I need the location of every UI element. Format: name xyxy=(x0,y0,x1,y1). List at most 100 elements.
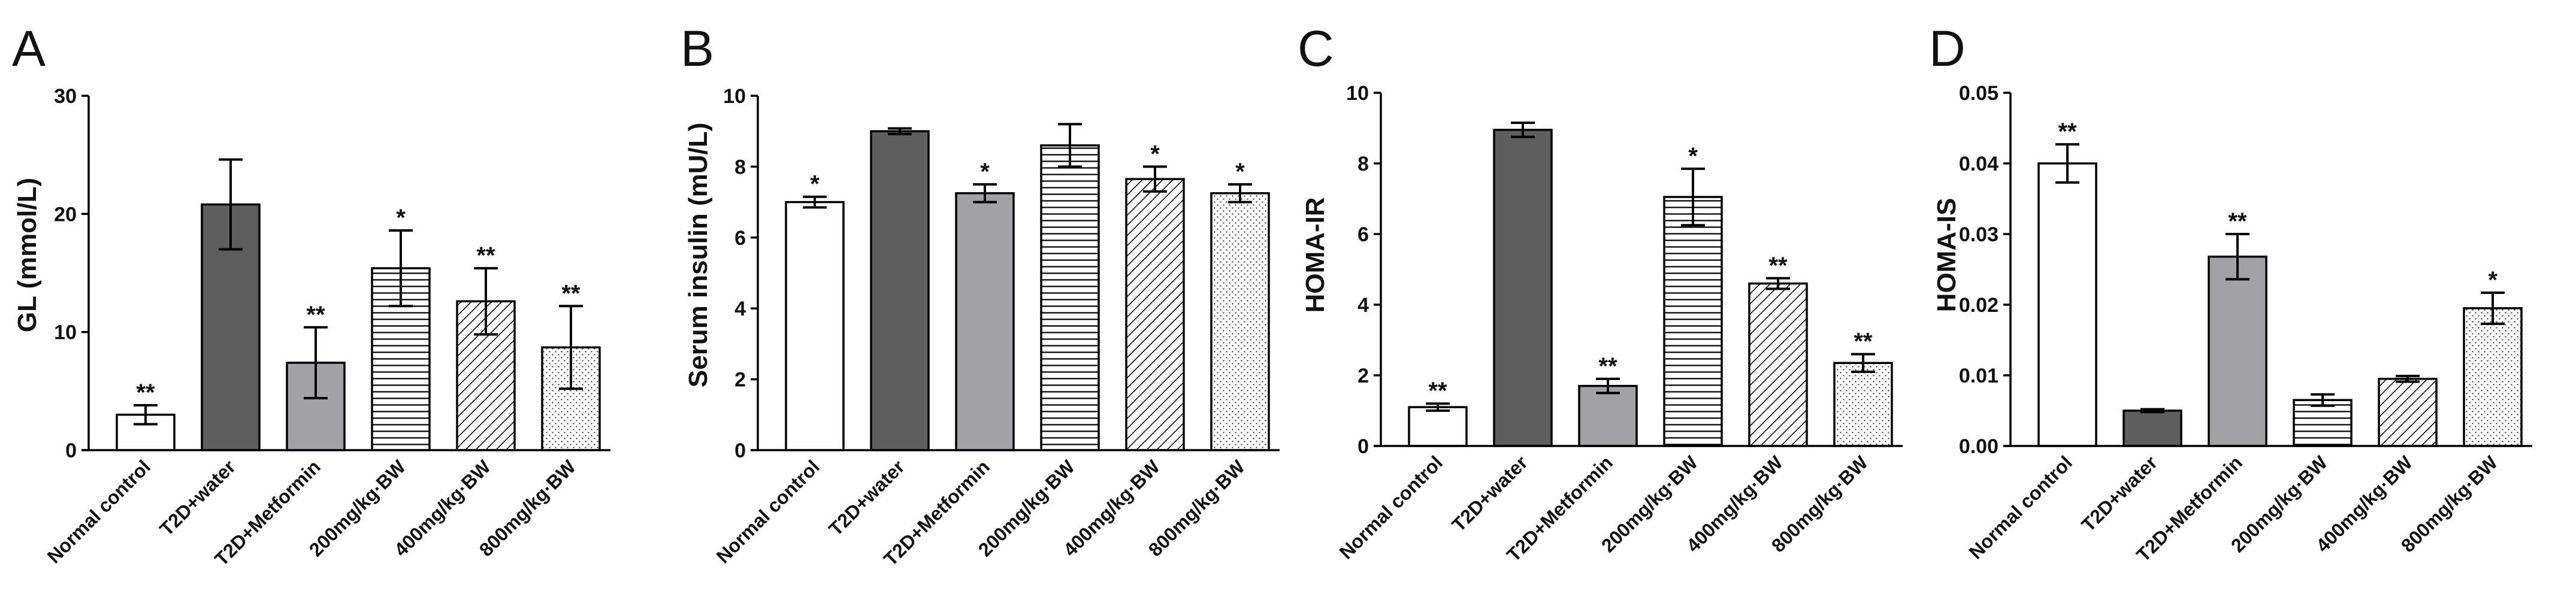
error-bar-d-1 xyxy=(2140,408,2164,414)
y-tick-label-a-2: 20 xyxy=(54,203,77,226)
significance-a-2: ** xyxy=(306,302,325,328)
error-bar-a-0 xyxy=(134,404,158,426)
y-tick-label-d-4: 0.04 xyxy=(1959,153,1998,175)
significance-d-2: ** xyxy=(2228,208,2247,235)
y-tick-label-b-0: 0 xyxy=(734,439,746,462)
y-tick-label-b-1: 2 xyxy=(734,369,746,391)
error-bar-a-5 xyxy=(559,305,583,390)
error-bar-a-4 xyxy=(474,267,498,336)
y-tick-label-a-1: 10 xyxy=(54,321,77,344)
error-bar-b-0 xyxy=(803,195,827,209)
panel-letter-c: C xyxy=(1298,20,1334,77)
y-tick-label-c-1: 2 xyxy=(1357,365,1369,387)
category-label-b-0: Normal control xyxy=(712,456,824,567)
category-label-c-1: T2D+water xyxy=(1447,451,1532,536)
error-bar-b-4 xyxy=(1143,165,1167,193)
error-bar-b-5 xyxy=(1228,183,1252,204)
y-tick-label-d-1: 0.01 xyxy=(1959,365,1998,387)
bar-b-1 xyxy=(870,130,930,451)
panel-letter-d: D xyxy=(1929,20,1966,77)
y-tick-label-a-0: 0 xyxy=(65,439,77,462)
y-axis-label-b: Serum insulin (mU/L) xyxy=(684,123,713,387)
category-label-d-1: T2D+water xyxy=(2077,451,2161,536)
error-bar-b-3 xyxy=(1058,123,1082,168)
y-tick-label-a-3: 30 xyxy=(54,85,77,108)
error-bar-d-4 xyxy=(2396,375,2420,383)
significance-b-5: * xyxy=(1235,159,1245,185)
y-tick-label-d-2: 0.02 xyxy=(1959,294,1998,317)
bar-c-1 xyxy=(1493,129,1553,447)
bar-b-0 xyxy=(785,201,845,451)
y-axis-label-d: HOMA-IS xyxy=(1932,198,1961,312)
y-tick-label-c-0: 0 xyxy=(1357,435,1369,458)
category-label-c-0: Normal control xyxy=(1335,451,1447,563)
error-bar-c-5 xyxy=(1851,353,1875,374)
bar-c-5 xyxy=(1833,362,1893,447)
significance-c-5: ** xyxy=(1854,329,1873,355)
significance-b-4: * xyxy=(1150,141,1160,167)
panel-c: C HOMA-IR **Normal control T2D+water**T2D… xyxy=(1298,20,1903,566)
category-label-a-1: T2D+water xyxy=(155,456,240,540)
significance-a-0: ** xyxy=(136,380,155,406)
error-bar-d-3 xyxy=(2311,393,2335,407)
error-bar-a-3 xyxy=(389,229,413,308)
error-bar-c-4 xyxy=(1766,277,1790,290)
bar-b-2 xyxy=(955,192,1015,451)
y-tick-label-b-3: 6 xyxy=(734,227,746,250)
panel-d: D HOMA-IS **Normal control T2D+water**T2D… xyxy=(1929,20,2532,566)
significance-a-5: ** xyxy=(561,280,580,306)
y-tick-label-d-3: 0.03 xyxy=(1959,223,1998,246)
bar-b-4 xyxy=(1125,178,1185,451)
error-bar-d-2 xyxy=(2226,233,2250,281)
bar-d-3 xyxy=(2293,399,2353,447)
y-tick-label-d-5: 0.05 xyxy=(1959,82,1998,105)
category-label-a-0: Normal control xyxy=(43,456,155,567)
significance-b-2: * xyxy=(980,159,990,185)
y-tick-label-b-2: 4 xyxy=(734,298,746,320)
error-bar-a-2 xyxy=(304,326,328,400)
significance-c-4: ** xyxy=(1768,253,1788,279)
error-bar-b-1 xyxy=(888,127,912,135)
significance-a-3: * xyxy=(396,205,406,231)
significance-c-0: ** xyxy=(1428,378,1447,404)
error-bar-d-0 xyxy=(2055,143,2079,184)
y-tick-label-c-4: 8 xyxy=(1357,153,1369,175)
significance-d-0: ** xyxy=(2058,119,2077,145)
bar-c-0 xyxy=(1408,406,1468,447)
bar-c-2 xyxy=(1578,384,1638,447)
y-tick-label-c-2: 4 xyxy=(1357,294,1369,317)
significance-c-2: ** xyxy=(1598,353,1617,380)
bar-d-2 xyxy=(2208,256,2267,447)
error-bar-a-1 xyxy=(219,158,243,251)
error-bar-c-3 xyxy=(1681,167,1705,227)
bar-c-3 xyxy=(1663,196,1723,447)
panel-letter-a: A xyxy=(12,20,46,77)
category-label-d-0: Normal control xyxy=(1965,451,2076,563)
y-tick-label-c-5: 10 xyxy=(1346,82,1369,105)
error-bar-c-2 xyxy=(1596,377,1620,394)
y-axis-label-a: GL (mmol/L) xyxy=(13,178,42,332)
bar-d-5 xyxy=(2463,307,2523,447)
bar-d-0 xyxy=(2037,162,2097,447)
y-tick-label-d-0: 0.00 xyxy=(1959,435,1998,458)
error-bar-d-5 xyxy=(2481,291,2505,325)
error-bar-b-2 xyxy=(973,183,997,204)
significance-c-3: * xyxy=(1688,143,1698,169)
category-label-b-1: T2D+water xyxy=(824,456,909,540)
significance-a-4: ** xyxy=(476,242,495,269)
significance-b-0: * xyxy=(810,171,820,198)
y-tick-label-b-4: 8 xyxy=(734,156,746,178)
error-bar-c-0 xyxy=(1426,402,1450,412)
bar-d-1 xyxy=(2123,409,2182,447)
bar-c-4 xyxy=(1748,282,1808,447)
bar-d-4 xyxy=(2378,378,2438,447)
panel-a: A GL (mmol/L) ** Normal control T2D+water *… xyxy=(12,20,610,570)
y-axis-label-c: HOMA-IR xyxy=(1301,197,1330,312)
y-tick-label-c-3: 6 xyxy=(1357,223,1369,246)
significance-d-5: * xyxy=(2488,267,2498,293)
error-bar-c-1 xyxy=(1511,122,1535,138)
panel-b: B Serum insulin (mU/L) * Normal control T2… xyxy=(681,20,1280,570)
y-tick-label-b-5: 10 xyxy=(723,85,746,108)
